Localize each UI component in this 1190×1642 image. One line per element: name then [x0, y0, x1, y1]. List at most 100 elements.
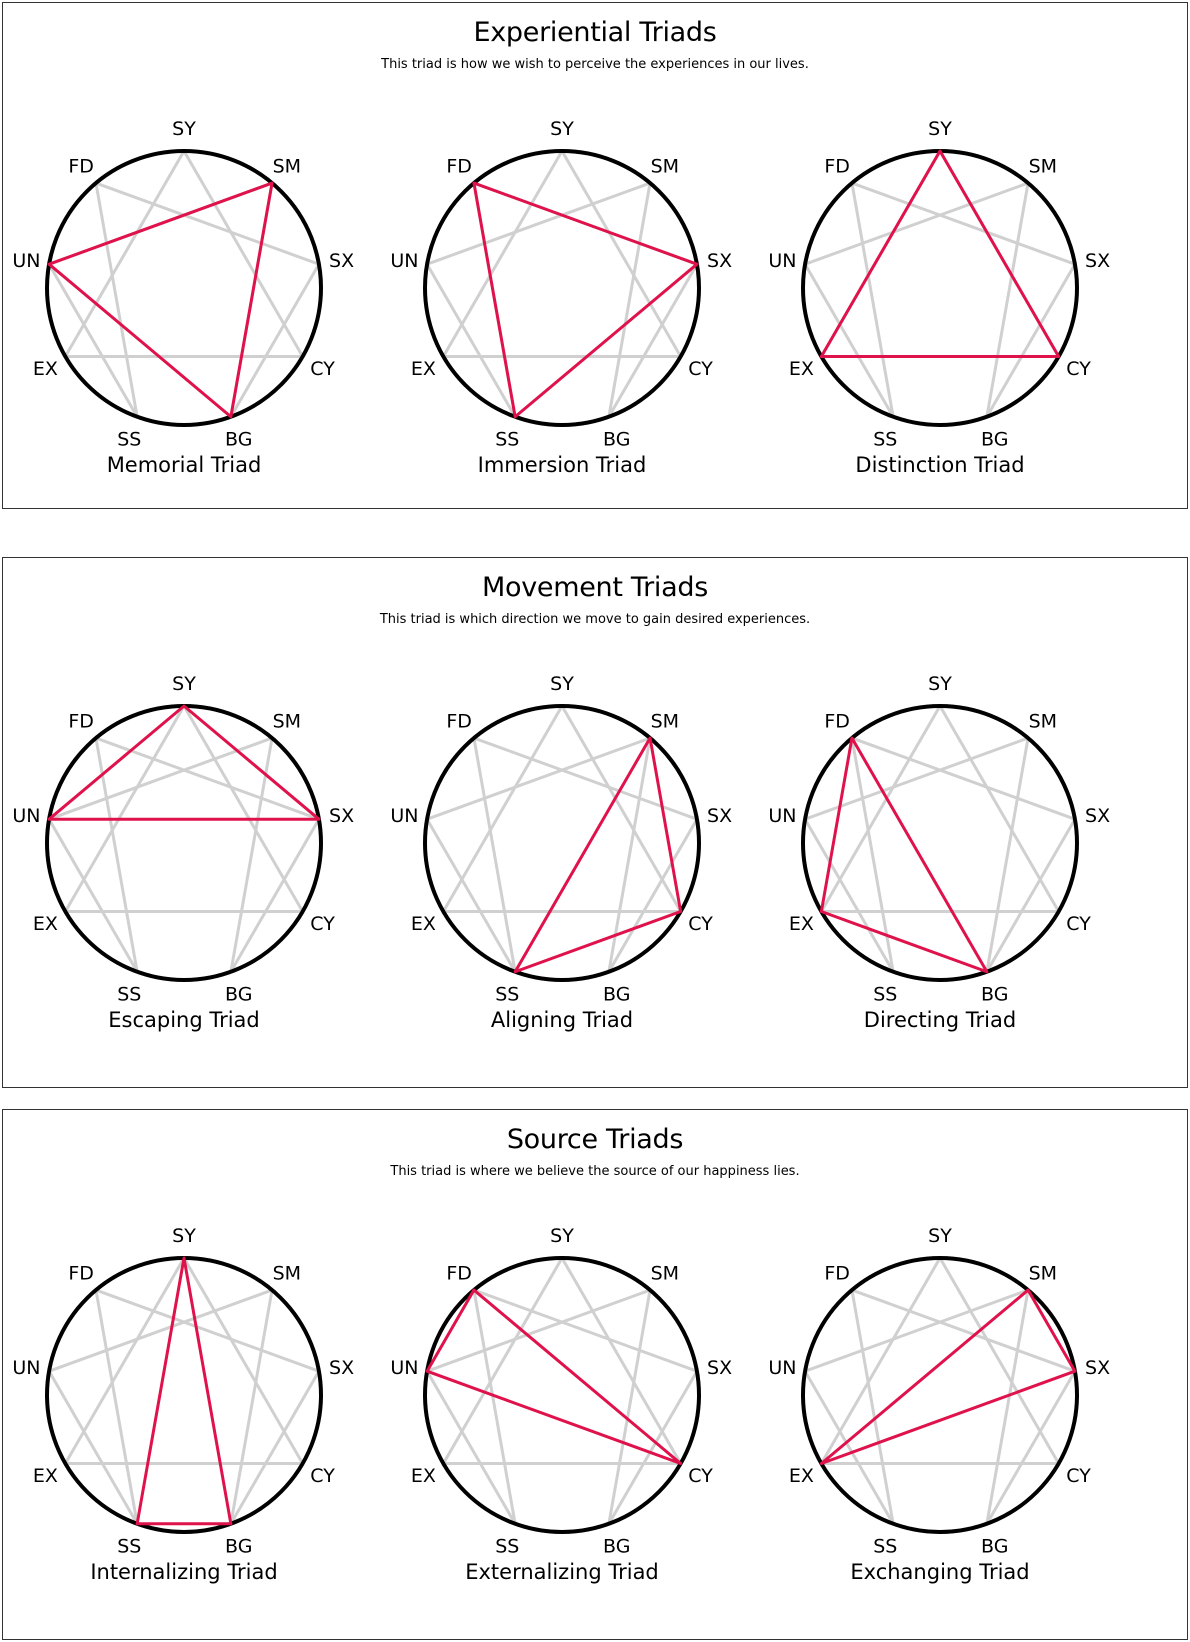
enneagram-triangle-line: [442, 705, 564, 913]
triad-diagram: SY SM SX CY BG SS EX UN FD Internalizing Triad: [0, 1220, 379, 1610]
node-label-ex: EX: [33, 1465, 58, 1487]
section-experiential: Experiential Triads This triad is how we…: [2, 2, 1188, 509]
node-label-bg: BG: [603, 983, 630, 1005]
node-label-sy: SY: [928, 673, 952, 695]
enneagram-hexad-line: [473, 736, 698, 821]
triad-diagram: SY SM SX CY BG SS EX UN FD Aligning Triad: [367, 668, 757, 1058]
triad-highlight: [47, 181, 274, 419]
node-label-sy: SY: [928, 118, 952, 140]
node-label-sy: SY: [550, 1225, 574, 1247]
enneagram-hexad-line: [851, 1288, 1076, 1373]
enneagram-hexad-line: [607, 1370, 699, 1525]
node-label-fd: FD: [68, 1262, 94, 1284]
triad-label: Distinction Triad: [855, 453, 1025, 477]
section-title: Movement Triads: [482, 572, 708, 603]
node-label-sm: SM: [273, 710, 301, 732]
enneagram-hexad-line: [985, 182, 1030, 417]
enneagram-hexad-line: [48, 1288, 273, 1373]
triad-label: Aligning Triad: [490, 1008, 634, 1032]
enneagram-hexad-line: [804, 736, 1029, 821]
node-label-sx: SX: [1085, 805, 1110, 827]
enneagram-ring: [423, 704, 701, 982]
enneagram-ring: [801, 1256, 1079, 1534]
enneagram-hexad-line: [47, 818, 139, 973]
triad-label: Externalizing Triad: [465, 1560, 659, 1584]
enneagram-hexad-line: [607, 182, 652, 417]
enneagram-hexad-line: [425, 1370, 517, 1525]
node-label-fd: FD: [68, 710, 94, 732]
enneagram-hexad-line: [985, 737, 1030, 972]
section-subtitle: This triad is which direction we move to…: [379, 612, 811, 627]
enneagram-triangle-line: [938, 705, 1060, 913]
node-label-sx: SX: [1085, 1357, 1110, 1379]
enneagram-triangle-line: [182, 705, 304, 913]
node-label-cy: CY: [1066, 913, 1091, 935]
enneagram-figure: SY SM SX CY BG SS EX UN FD: [12, 1225, 354, 1557]
node-label-sy: SY: [550, 673, 574, 695]
node-label-bg: BG: [225, 428, 252, 450]
node-label-ex: EX: [789, 913, 814, 935]
enneagram-hexad-line: [229, 737, 274, 972]
enneagram-hexad-line: [426, 1288, 651, 1373]
enneagram-figure: SY SM SX CY BG SS EX UN FD: [768, 1225, 1110, 1557]
enneagram-hexad-line: [607, 1289, 652, 1524]
node-label-cy: CY: [310, 358, 335, 380]
triad-highlight: [135, 1256, 233, 1526]
section-source: Source Triads This triad is where we bel…: [2, 1109, 1188, 1640]
enneagram-hexad-line: [473, 1288, 698, 1373]
enneagram-hexad-line: [985, 818, 1077, 973]
enneagram-triangle-line: [64, 705, 186, 913]
node-label-sy: SY: [172, 673, 196, 695]
enneagram-hexad-line: [803, 818, 895, 973]
enneagram-hexad-line: [229, 263, 321, 418]
enneagram-hexad-line: [850, 182, 895, 417]
enneagram-triangle-line: [560, 1257, 682, 1465]
node-label-ss: SS: [117, 1535, 141, 1557]
node-label-cy: CY: [1066, 1465, 1091, 1487]
node-label-sx: SX: [707, 1357, 732, 1379]
enneagram-hexad-line: [607, 263, 699, 418]
enneagram-hexad-line: [850, 1289, 895, 1524]
enneagram-hexad-line: [95, 181, 320, 266]
enneagram-hexad-line: [850, 737, 895, 972]
triad-diagram: SY SM SX CY BG SS EX UN FD Escaping Triad: [0, 668, 379, 1058]
node-label-sx: SX: [329, 1357, 354, 1379]
node-label-sx: SX: [329, 805, 354, 827]
node-label-sm: SM: [273, 1262, 301, 1284]
triad-label: Memorial Triad: [106, 453, 262, 477]
node-label-cy: CY: [310, 913, 335, 935]
enneagram-triangle-line: [560, 150, 682, 358]
node-label-un: UN: [12, 1357, 40, 1379]
enneagram-hexad-line: [607, 737, 652, 972]
node-label-un: UN: [390, 250, 418, 272]
enneagram-hexad-line: [803, 263, 895, 418]
enneagram-triangle-line: [820, 705, 942, 913]
enneagram-hexad-line: [472, 737, 517, 972]
enneagram-hexad-line: [94, 737, 139, 972]
triad-highlight: [819, 149, 1061, 358]
node-label-un: UN: [768, 1357, 796, 1379]
triad-highlight: [819, 736, 989, 974]
node-label-bg: BG: [981, 428, 1008, 450]
node-label-ex: EX: [789, 1465, 814, 1487]
node-label-un: UN: [390, 805, 418, 827]
enneagram-figure: SY SM SX CY BG SS EX UN FD: [390, 118, 732, 450]
enneagram-hexad-line: [851, 181, 1076, 266]
triad-label: Exchanging Triad: [850, 1560, 1030, 1584]
enneagram-hexad-line: [804, 1288, 1029, 1373]
enneagram-figure: SY SM SX CY BG SS EX UN FD: [768, 673, 1110, 1005]
node-label-un: UN: [390, 1357, 418, 1379]
node-label-ss: SS: [873, 983, 897, 1005]
enneagram-hexad-line: [229, 1289, 274, 1524]
enneagram-triangle-line: [938, 1257, 1060, 1465]
enneagram-triangle-line: [442, 150, 564, 358]
node-label-un: UN: [768, 805, 796, 827]
node-label-cy: CY: [1066, 358, 1091, 380]
node-label-sx: SX: [707, 805, 732, 827]
node-label-ex: EX: [411, 913, 436, 935]
enneagram-hexad-line: [229, 818, 321, 973]
node-label-bg: BG: [603, 428, 630, 450]
enneagram-figure: SY SM SX CY BG SS EX UN FD: [12, 673, 354, 1005]
enneagram-hexad-line: [607, 818, 699, 973]
enneagram-hexad-line: [425, 818, 517, 973]
